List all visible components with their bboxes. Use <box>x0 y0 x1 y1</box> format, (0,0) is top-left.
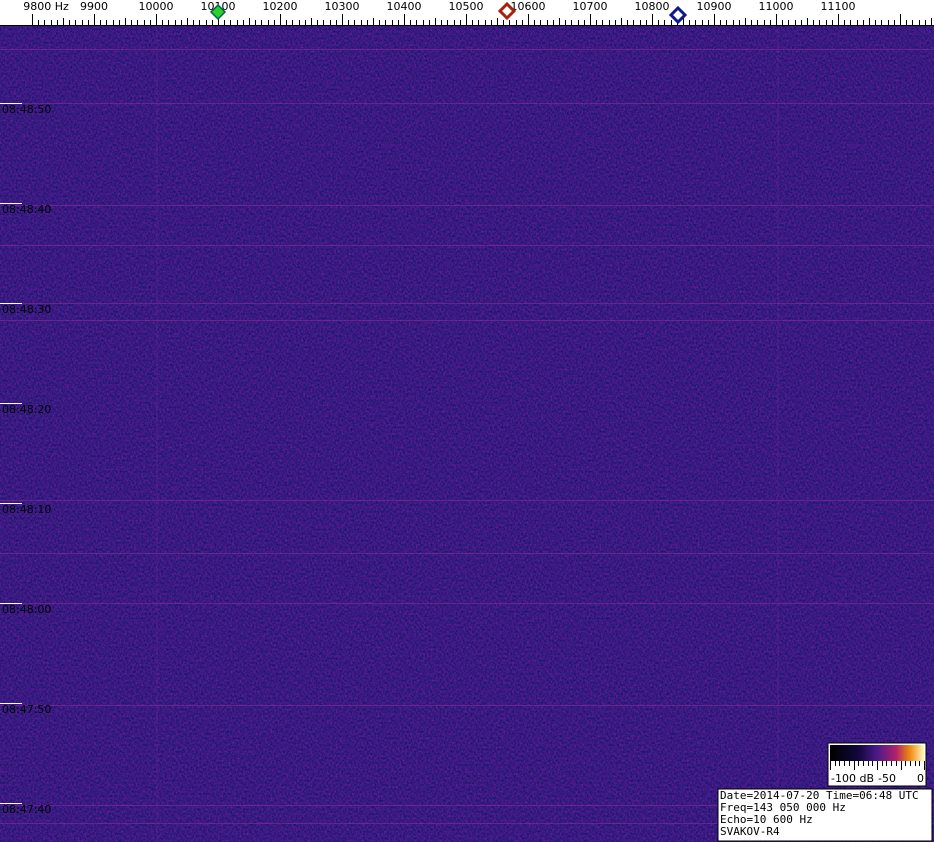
frequency-label: 10300 <box>325 0 360 13</box>
colorbar: -100 dB -50 0 <box>827 742 927 787</box>
frequency-label: 11000 <box>759 0 794 13</box>
info-line: Date=2014-07-20 Time=06:48 UTC <box>720 789 919 802</box>
time-label: 08:48:20 <box>2 403 51 416</box>
frequency-label: 11100 <box>821 0 856 13</box>
time-label: 08:48:00 <box>2 603 51 616</box>
time-label: 08:48:10 <box>2 503 51 516</box>
time-label: 08:47:40 <box>2 803 51 816</box>
frequency-label: 9900 <box>80 0 108 13</box>
info-line: SVAKOV-R4 <box>720 825 780 838</box>
time-label: 08:48:40 <box>2 203 51 216</box>
frequency-label: 10600 <box>511 0 546 13</box>
frequency-label: 10900 <box>697 0 732 13</box>
colorbar-label: -50 <box>878 772 896 785</box>
waterfall-noise <box>0 26 934 842</box>
colorbar-ticks <box>830 761 925 770</box>
frequency-labels: 9800 Hz990010000101001020010300104001050… <box>23 0 855 13</box>
colorbar-label: 0 <box>917 772 924 785</box>
interference-lines <box>0 26 934 842</box>
frequency-label: 10500 <box>449 0 484 13</box>
info-frame <box>717 788 933 842</box>
time-label: 08:48:30 <box>2 303 51 316</box>
time-label: 08:48:50 <box>2 103 51 116</box>
info-box: Date=2014-07-20 Time=06:48 UTC Freq=143 … <box>717 788 933 842</box>
marker-green <box>209 3 227 21</box>
time-labels: 08:48:50 08:48:40 08:48:30 08:48:20 08:48:10… <box>0 103 51 816</box>
frequency-label: 10000 <box>139 0 174 13</box>
marker-blue <box>668 5 688 25</box>
frequency-label: 10700 <box>573 0 608 13</box>
markers <box>209 1 688 25</box>
time-label: 08:47:50 <box>2 703 51 716</box>
frequency-label: 10800 <box>635 0 670 13</box>
frequency-label: 10200 <box>263 0 298 13</box>
colorbar-label: -100 dB <box>831 772 874 785</box>
info-line: Freq=143 050 000 Hz <box>720 801 846 814</box>
frequency-label: 10400 <box>387 0 422 13</box>
frequency-label: 9800 Hz <box>23 0 69 13</box>
frequency-ticks <box>0 14 934 26</box>
marker-red <box>497 1 517 21</box>
colorbar-gradient <box>830 745 924 761</box>
info-line: Echo=10 600 Hz <box>720 813 813 826</box>
